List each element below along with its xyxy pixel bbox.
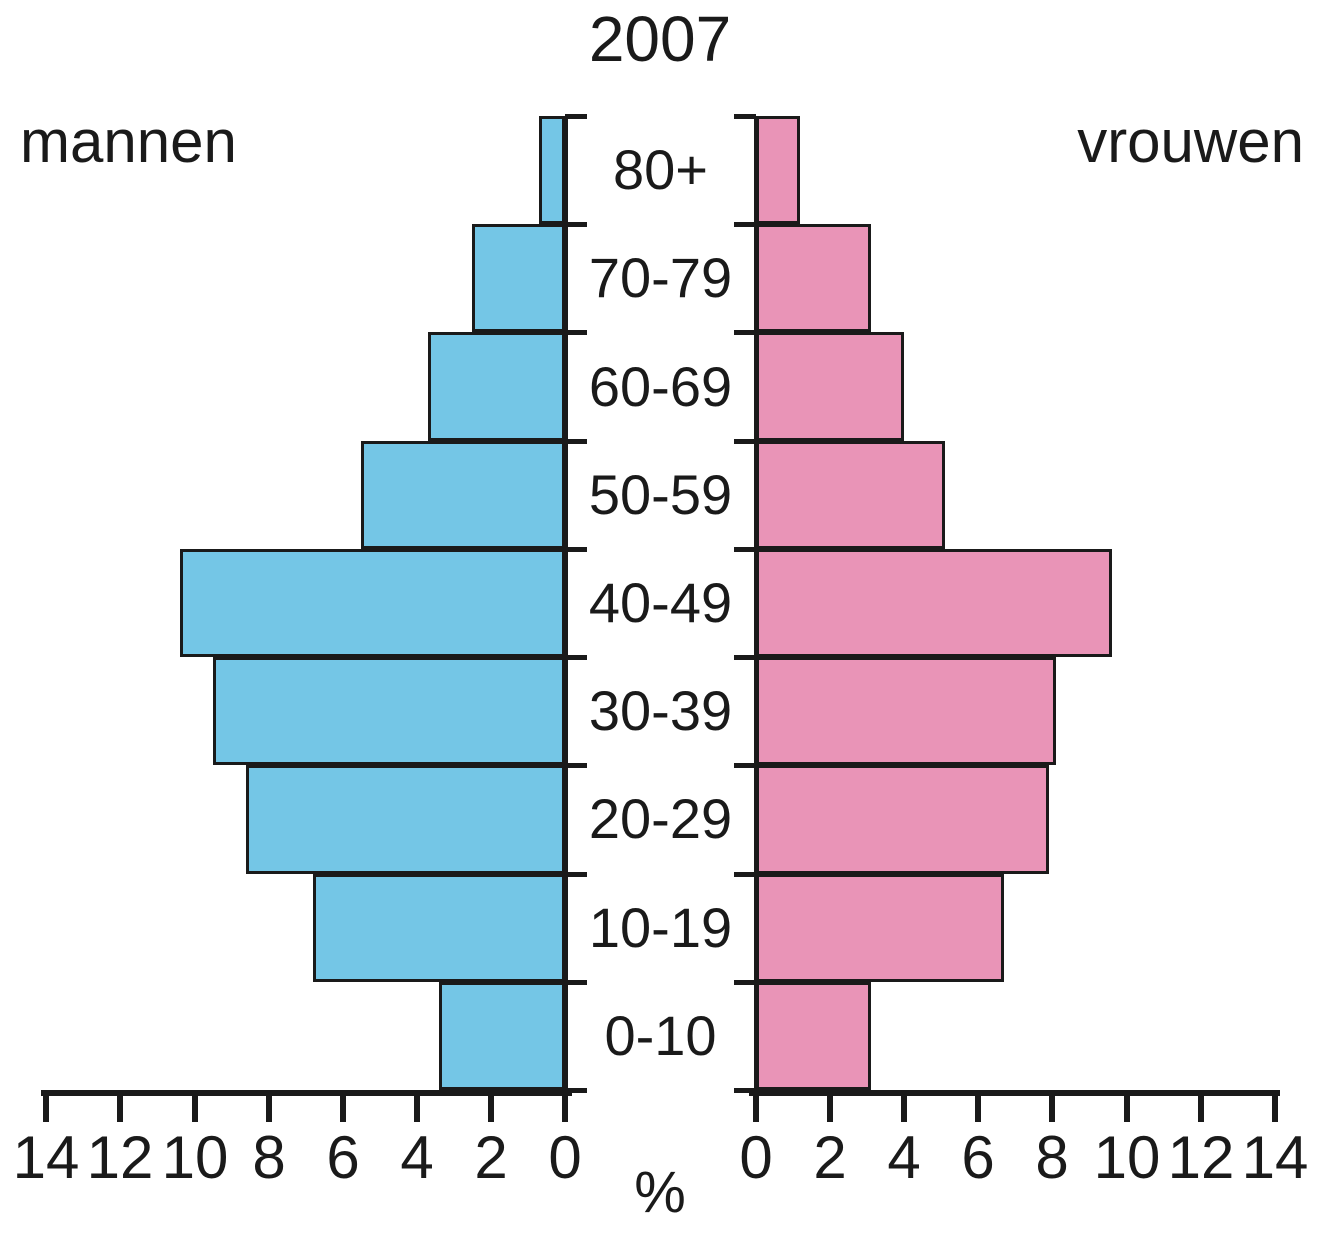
bar-vrouwen-60-69 bbox=[755, 332, 904, 441]
inner-tick-left-axis bbox=[565, 980, 587, 985]
bar-mannen-20-29 bbox=[246, 765, 565, 874]
bar-mannen-40-49 bbox=[180, 549, 565, 657]
inner-tick-left-axis bbox=[565, 1088, 587, 1093]
men-axis-tick bbox=[117, 1090, 123, 1122]
women-axis-tick-label: 14 bbox=[1241, 1124, 1309, 1191]
inner-tick-right-axis bbox=[734, 872, 756, 877]
women-axis-tick bbox=[1124, 1090, 1130, 1122]
inner-tick-right-axis bbox=[734, 655, 756, 660]
women-series-label: vrouwen bbox=[1077, 108, 1304, 175]
age-group-label: 40-49 bbox=[588, 571, 733, 634]
inner-tick-left-axis bbox=[565, 222, 587, 227]
chart-title: 2007 bbox=[588, 3, 732, 75]
inner-tick-right-axis bbox=[734, 547, 756, 552]
men-axis-tick-label: 0 bbox=[548, 1124, 582, 1191]
men-axis-tick-label: 8 bbox=[252, 1124, 286, 1191]
women-axis-tick-label: 8 bbox=[1035, 1124, 1069, 1191]
inner-tick-right-axis bbox=[734, 980, 756, 985]
men-axis-tick-label: 6 bbox=[326, 1124, 360, 1191]
bar-vrouwen-0-10 bbox=[755, 982, 871, 1090]
inner-tick-left-axis bbox=[565, 872, 587, 877]
bar-vrouwen-70-79 bbox=[755, 224, 871, 332]
bar-mannen-0-10 bbox=[439, 982, 565, 1090]
women-axis-tick-label: 0 bbox=[739, 1124, 773, 1191]
men-axis-tick-label: 14 bbox=[12, 1124, 80, 1191]
men-axis-tick-label: 4 bbox=[400, 1124, 434, 1191]
men-axis-tick bbox=[266, 1090, 272, 1122]
bar-vrouwen-50-59 bbox=[755, 441, 945, 549]
men-axis-tick bbox=[192, 1090, 198, 1122]
women-axis-tick bbox=[901, 1090, 907, 1122]
inner-tick-right-axis bbox=[734, 439, 756, 444]
men-axis-tick-label: 12 bbox=[86, 1124, 154, 1191]
bar-vrouwen-80plus bbox=[755, 116, 800, 224]
men-series-label: mannen bbox=[20, 108, 237, 175]
bar-mannen-50-59 bbox=[361, 441, 565, 549]
age-group-label: 80+ bbox=[613, 138, 708, 201]
bar-mannen-10-19 bbox=[313, 874, 565, 982]
inner-tick-left-axis bbox=[565, 439, 587, 444]
women-horizontal-axis bbox=[749, 1090, 1280, 1096]
men-axis-tick bbox=[43, 1090, 49, 1122]
men-vertical-axis bbox=[563, 116, 568, 1096]
men-horizontal-axis bbox=[41, 1090, 572, 1096]
men-axis-tick-label: 2 bbox=[474, 1124, 508, 1191]
men-axis-tick bbox=[488, 1090, 494, 1122]
women-axis-tick-label: 12 bbox=[1167, 1124, 1235, 1191]
women-axis-tick-label: 4 bbox=[887, 1124, 921, 1191]
women-axis-tick bbox=[827, 1090, 833, 1122]
bar-vrouwen-30-39 bbox=[755, 657, 1056, 765]
age-group-label: 10-19 bbox=[588, 896, 733, 959]
inner-tick-right-axis bbox=[734, 763, 756, 768]
women-axis-tick bbox=[975, 1090, 981, 1122]
men-axis-tick-label: 10 bbox=[161, 1124, 229, 1191]
women-axis-tick bbox=[1272, 1090, 1278, 1122]
inner-tick-left-axis bbox=[565, 547, 587, 552]
women-axis-tick bbox=[1049, 1090, 1055, 1122]
inner-tick-right-axis bbox=[734, 114, 756, 119]
women-axis-tick-label: 6 bbox=[961, 1124, 995, 1191]
inner-tick-left-axis bbox=[565, 114, 587, 119]
inner-tick-right-axis bbox=[734, 330, 756, 335]
inner-tick-right-axis bbox=[734, 222, 756, 227]
age-group-label: 50-59 bbox=[588, 463, 733, 526]
inner-tick-right-axis bbox=[734, 1088, 756, 1093]
women-axis-tick-label: 2 bbox=[813, 1124, 847, 1191]
inner-tick-left-axis bbox=[565, 330, 587, 335]
women-axis-tick bbox=[1198, 1090, 1204, 1122]
age-group-label: 0-10 bbox=[604, 1004, 717, 1067]
age-group-label: 60-69 bbox=[588, 355, 733, 418]
age-group-label: 20-29 bbox=[588, 787, 733, 850]
men-axis-tick bbox=[562, 1090, 568, 1122]
men-axis-tick bbox=[414, 1090, 420, 1122]
inner-tick-left-axis bbox=[565, 655, 587, 660]
inner-tick-left-axis bbox=[565, 763, 587, 768]
bar-mannen-70-79 bbox=[472, 224, 565, 332]
bar-vrouwen-40-49 bbox=[755, 549, 1112, 657]
age-group-label: 30-39 bbox=[588, 679, 733, 742]
bar-mannen-60-69 bbox=[428, 332, 565, 441]
bar-vrouwen-20-29 bbox=[755, 765, 1049, 874]
bar-mannen-30-39 bbox=[213, 657, 565, 765]
percent-axis-label: % bbox=[634, 1160, 686, 1225]
men-axis-tick bbox=[340, 1090, 346, 1122]
women-vertical-axis bbox=[754, 116, 759, 1096]
women-axis-tick bbox=[753, 1090, 759, 1122]
women-axis-tick-label: 10 bbox=[1093, 1124, 1161, 1191]
age-group-label: 70-79 bbox=[588, 246, 733, 309]
bar-vrouwen-10-19 bbox=[755, 874, 1004, 982]
